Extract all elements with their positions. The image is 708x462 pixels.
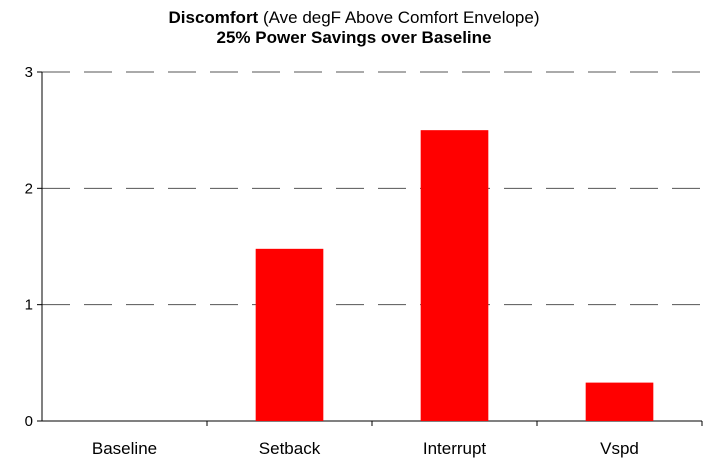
chart-subtitle: 25% Power Savings over Baseline [216,28,492,47]
x-tick-label: Setback [259,439,321,458]
bar-setback [255,248,324,421]
y-tick-label: 3 [25,64,33,81]
y-tick-label: 0 [25,413,33,430]
chart-title-bold: Discomfort [168,8,259,27]
chart-title: Discomfort (Ave degF Above Comfort Envel… [0,8,708,28]
bar-interrupt [420,130,489,421]
x-tick-label: Interrupt [423,439,487,458]
y-tick-label: 1 [25,297,33,314]
x-tick-label: Baseline [92,439,157,458]
bar-vspd [585,382,654,421]
chart-title-block: Discomfort (Ave degF Above Comfort Envel… [0,8,708,48]
chart-title-rest: (Ave degF Above Comfort Envelope) [258,8,540,27]
y-tick-label: 2 [25,180,33,197]
x-tick-label: Vspd [600,439,639,458]
